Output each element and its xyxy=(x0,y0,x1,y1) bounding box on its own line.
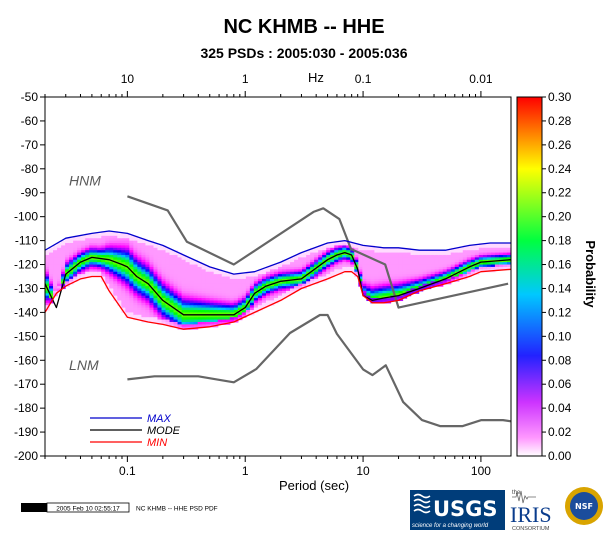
y-tick-label: -160 xyxy=(14,353,38,367)
colorbar-tick-label: 0.24 xyxy=(548,162,572,176)
y-tick-label: -150 xyxy=(14,329,38,343)
footer-caption: NC KHMB -- HHE PSD PDF xyxy=(136,506,218,513)
iris-logo-text: IRIS xyxy=(510,502,552,527)
nsf-globe-icon xyxy=(570,492,598,520)
colorbar-tick-label: 0.12 xyxy=(548,305,572,319)
colorbar-tick-label: 0.00 xyxy=(548,449,572,463)
legend-max-label: MAX xyxy=(147,413,172,425)
x-tick-label: 10 xyxy=(356,464,370,478)
colorbar-tick-label: 0.06 xyxy=(548,377,572,391)
noise-model-hnm xyxy=(127,195,509,309)
colorbar-tick-label: 0.26 xyxy=(548,138,572,152)
colorbar-tick-label: 0.16 xyxy=(548,258,572,272)
y-axis: -50 -60 -70 -80 -90 -100 -110 -120 -130 -140 -150 -… xyxy=(14,90,45,463)
colorbar-tick-label: 0.18 xyxy=(548,234,572,248)
x-tick-label: 0.1 xyxy=(119,464,136,478)
noise-model-lnm xyxy=(127,313,511,428)
y-tick-label: -180 xyxy=(14,401,38,415)
series-max xyxy=(45,230,511,275)
colorbar-tick-label: 0.20 xyxy=(548,210,572,224)
iris-logo: the IRIS CONSORTIUM xyxy=(510,490,552,532)
y-tick-label: -130 xyxy=(14,281,38,295)
statistic-curves xyxy=(45,230,511,330)
series-mode xyxy=(45,251,511,316)
colorbar-tick-label: 0.30 xyxy=(548,90,572,104)
colorbar-tick-label: 0.28 xyxy=(548,114,572,128)
top-tick-label: 1 xyxy=(242,72,249,86)
x-axis-label: Period (sec) xyxy=(279,478,349,493)
y-tick-label: -170 xyxy=(14,377,38,391)
y-tick-label: -140 xyxy=(14,305,38,319)
usgs-logo-text: USGS xyxy=(433,497,498,521)
legend-min-label: MIN xyxy=(147,437,167,449)
noise-models: HNM LNM xyxy=(69,173,511,428)
nsf-logo: NSF xyxy=(565,487,603,525)
x-axis: 0.1 1 10 100 xyxy=(44,456,491,478)
series-min xyxy=(45,268,511,330)
colorbar-tick-label: 0.02 xyxy=(548,425,572,439)
y-tick-label: -200 xyxy=(14,449,38,463)
top-tick-label: 0.01 xyxy=(469,72,493,86)
nsf-logo-text: NSF xyxy=(575,502,593,511)
y-tick-label: -120 xyxy=(14,258,38,272)
usgs-wave-icon xyxy=(413,493,431,514)
iris-prefix: the xyxy=(512,490,521,496)
plot-frame xyxy=(44,96,512,457)
colorbar-tick-label: 0.14 xyxy=(548,281,572,295)
legend-mode-label: MODE xyxy=(147,425,181,437)
lnm-label: LNM xyxy=(69,357,99,373)
timestamp: 2005 Feb 10 02:55:17 xyxy=(56,506,120,513)
gmt-label: GMT xyxy=(27,506,41,513)
colorbar-tick-label: 0.10 xyxy=(548,329,572,343)
y-tick-label: -50 xyxy=(21,90,39,104)
colorbar: 0.00 0.02 0.04 0.06 0.08 0.10 0.12 0.14 0.16 0.18… xyxy=(516,90,598,463)
iris-consortium: CONSORTIUM xyxy=(512,526,550,532)
timestamp-box xyxy=(46,502,130,513)
hnm-label: HNM xyxy=(69,173,101,189)
x-axis-top: 10 1 0.1 0.01 xyxy=(44,72,493,97)
y-tick-label: -100 xyxy=(14,210,38,224)
footer: GMT 2005 Feb 10 02:55:17 NC KHMB -- HHE … xyxy=(21,502,218,513)
usgs-tagline: science for a changing world xyxy=(412,523,489,529)
chart-subtitle: 325 PSDs : 2005:030 - 2005:036 xyxy=(200,45,407,61)
y-tick-label: -60 xyxy=(21,114,39,128)
colorbar-tick-label: 0.04 xyxy=(548,401,572,415)
x-tick-label: 100 xyxy=(471,464,491,478)
seismogram-icon xyxy=(512,490,536,504)
chart-title: NC KHMB -- HHE xyxy=(223,16,384,38)
y-tick-label: -110 xyxy=(15,234,38,248)
colorbar-gradient xyxy=(516,96,543,457)
y-tick-label: -80 xyxy=(21,162,39,176)
colorbar-label: Probability xyxy=(583,240,598,308)
usgs-logo: USGS science for a changing world xyxy=(410,490,505,530)
top-tick-label: 10 xyxy=(121,72,135,86)
legend: MAX MODE MIN xyxy=(90,413,181,449)
gmt-badge xyxy=(21,503,47,512)
x-tick-label: 1 xyxy=(242,464,249,478)
colorbar-tick-label: 0.08 xyxy=(548,353,572,367)
colorbar-ticks: 0.00 0.02 0.04 0.06 0.08 0.10 0.12 0.14 0.16 0.18… xyxy=(542,90,572,463)
top-tick-label: 0.1 xyxy=(355,72,372,86)
usgs-logo-panel xyxy=(410,490,505,530)
top-axis-label: Hz xyxy=(308,70,324,85)
y-tick-label: -190 xyxy=(14,425,38,439)
y-tick-label: -70 xyxy=(21,138,39,152)
colorbar-tick-label: 0.22 xyxy=(548,186,572,200)
y-tick-label: -90 xyxy=(21,186,39,200)
